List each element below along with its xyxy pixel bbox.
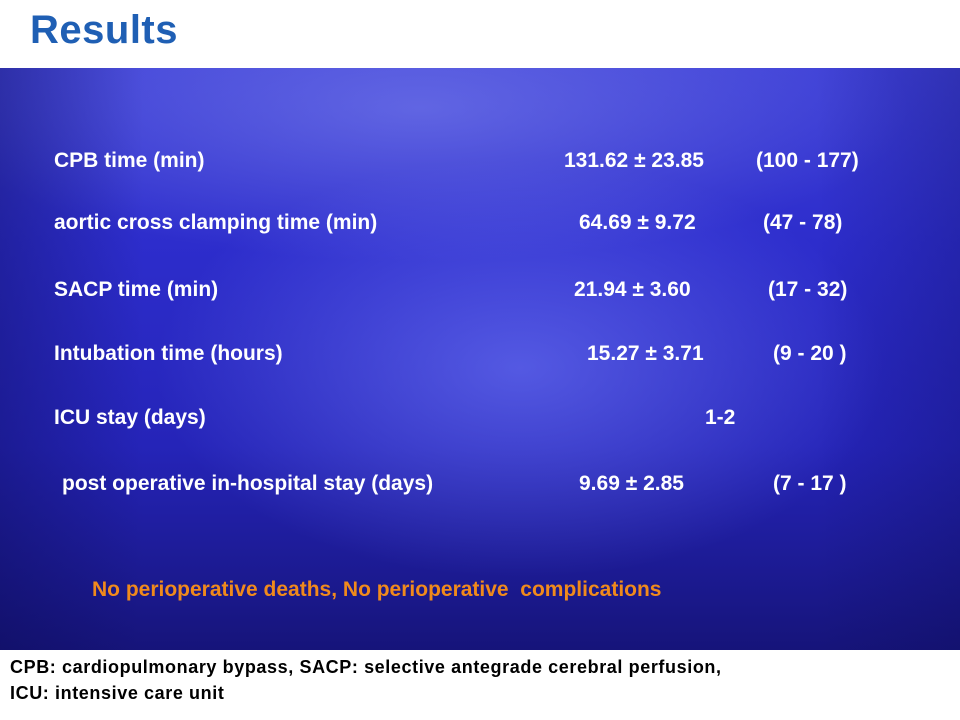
row-value: 131.62 ± 23.85 <box>564 149 704 172</box>
result-row-cross-clamp: aortic cross clamping time (min) 64.69 ±… <box>0 211 960 245</box>
row-value: 15.27 ± 3.71 <box>587 342 704 365</box>
abbreviations-line-2: ICU: intensive care unit <box>10 683 225 703</box>
row-label: CPB time (min) <box>54 149 205 172</box>
result-row-hospital-stay: post operative in-hospital stay (days) 9… <box>0 472 960 506</box>
abbreviations-note: CPB: cardiopulmonary bypass, SACP: selec… <box>10 654 955 706</box>
row-label: ICU stay (days) <box>54 406 206 429</box>
row-label: Intubation time (hours) <box>54 342 283 365</box>
results-panel: CPB time (min) 131.62 ± 23.85 (100 - 177… <box>0 68 960 650</box>
slide-title: Results <box>30 8 178 52</box>
abbreviations-line-1: CPB: cardiopulmonary bypass, SACP: selec… <box>10 657 722 677</box>
outcome-text: No perioperative deaths, No perioperativ… <box>92 578 662 601</box>
row-range: (7 - 17 ) <box>773 472 847 495</box>
result-row-cpb: CPB time (min) 131.62 ± 23.85 (100 - 177… <box>0 149 960 183</box>
row-range: (17 - 32) <box>768 278 848 301</box>
row-range: (47 - 78) <box>763 211 843 234</box>
result-row-intubation: Intubation time (hours) 15.27 ± 3.71 (9 … <box>0 342 960 376</box>
row-range: (9 - 20 ) <box>773 342 847 365</box>
row-label: post operative in-hospital stay (days) <box>62 472 434 495</box>
row-label: aortic cross clamping time (min) <box>54 211 378 234</box>
row-label: SACP time (min) <box>54 278 219 301</box>
row-value: 9.69 ± 2.85 <box>579 472 684 495</box>
row-range: (100 - 177) <box>756 149 859 172</box>
result-row-icu: ICU stay (days) 1-2 <box>0 406 960 440</box>
row-value: 64.69 ± 9.72 <box>579 211 696 234</box>
result-row-sacp: SACP time (min) 21.94 ± 3.60 (17 - 32) <box>0 278 960 312</box>
row-value: 1-2 <box>705 406 736 429</box>
row-value: 21.94 ± 3.60 <box>574 278 691 301</box>
